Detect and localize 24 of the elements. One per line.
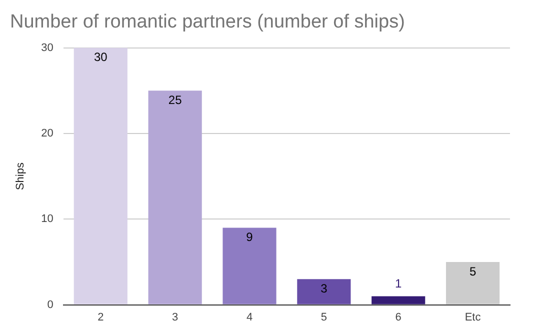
y-tick-label: 30 <box>41 42 54 54</box>
bar <box>297 279 351 304</box>
data-label: 3 <box>320 281 328 296</box>
bar <box>74 48 128 304</box>
bar <box>446 262 500 304</box>
x-tick-label: 5 <box>320 311 327 324</box>
x-tick-label: Etc <box>464 311 482 324</box>
data-label: 1 <box>395 276 402 291</box>
y-tick-label: 0 <box>47 298 54 311</box>
y-tick-label: 10 <box>41 213 54 226</box>
x-tick-label: 4 <box>246 311 253 324</box>
bar <box>372 296 426 304</box>
data-label: 5 <box>469 264 476 278</box>
data-label: 9 <box>246 230 254 244</box>
x-tick-label: 6 <box>395 311 402 324</box>
y-axis-title: Ships <box>14 162 27 190</box>
data-label: 30 <box>94 50 108 64</box>
data-label: 25 <box>168 92 182 107</box>
y-tick-label: 20 <box>41 128 54 140</box>
bar <box>148 90 202 304</box>
x-tick-label: 3 <box>172 311 178 324</box>
chart-title: Number of romantic partners (number of ships) <box>10 12 405 33</box>
bar <box>222 228 276 304</box>
x-tick-label: 2 <box>98 311 104 324</box>
